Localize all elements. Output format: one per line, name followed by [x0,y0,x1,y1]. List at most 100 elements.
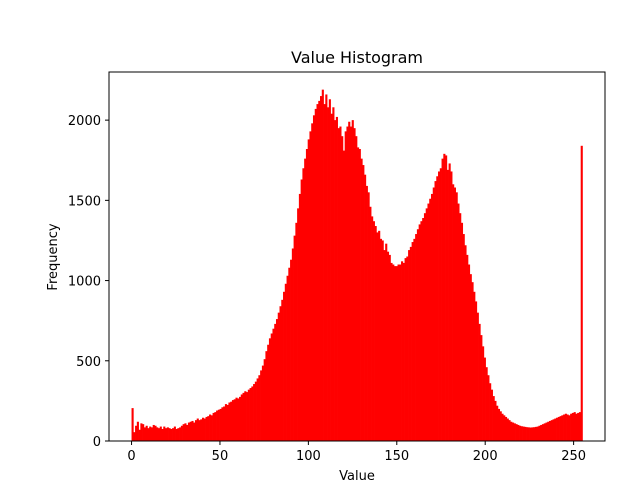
histogram-bar [357,147,360,441]
histogram-bar [344,131,347,441]
histogram-bars [131,89,583,442]
histogram-bar [136,421,139,441]
histogram-bar [536,426,539,441]
histogram-bar [541,424,545,441]
histogram-bar [399,264,402,441]
histogram-bar [554,418,557,441]
histogram-bar [261,365,264,441]
histogram-bar [466,254,469,441]
y-axis-ticks: 0 500 1000 1500 2000 [68,114,109,450]
histogram-bar [464,245,467,441]
histogram-bar [501,413,504,441]
histogram-bar [265,351,268,441]
histogram-bar [157,428,161,441]
histogram-bar [425,208,428,441]
histogram-bar [233,399,236,441]
histogram-bar [187,422,191,441]
histogram-bar [372,221,375,441]
histogram-bar [371,216,374,441]
y-axis-label: Frequency [46,223,61,290]
histogram-bar [237,398,240,441]
histogram-bar [446,169,449,441]
histogram-bar [212,412,215,441]
chart-title: Value Histogram [291,48,423,67]
histogram-bar [277,312,280,441]
histogram-bar [448,163,451,442]
histogram-bar [510,421,513,441]
histogram-bar [154,425,157,441]
histogram-bar [467,264,471,441]
histogram-bar [189,421,192,441]
histogram-bar [330,113,333,441]
histogram-bar [575,413,578,441]
histogram-bar [346,126,349,442]
histogram-bar [390,262,393,441]
histogram-bar [513,423,516,441]
histogram-bar [482,346,485,441]
histogram-bar [355,136,358,441]
histogram-bar [533,427,536,441]
histogram-bar [453,187,456,441]
histogram-bar [538,425,541,441]
histogram-bar [568,415,571,441]
histogram-bar [244,391,247,441]
histogram-bar [274,323,277,441]
histogram-bar [578,412,582,441]
histogram-bar [460,222,464,441]
histogram-bar [249,388,252,441]
histogram-bar [186,424,189,441]
histogram-bar [253,384,256,441]
histogram-bar [143,427,146,441]
histogram-bar [275,319,279,441]
histogram-bar [358,149,361,441]
histogram-bar [408,250,411,441]
histogram-bar [298,193,301,441]
histogram-bar [353,128,356,442]
histogram-bar [450,171,453,442]
histogram-bar [439,168,442,441]
histogram-bar [226,404,229,441]
histogram-bar [135,425,138,441]
histogram-bar [423,213,427,441]
histogram-bar [388,254,391,441]
histogram-bar [152,424,155,441]
histogram-bar [362,165,365,441]
histogram-bar [526,427,529,441]
histogram-bar [175,428,178,441]
histogram-bar [341,136,344,441]
histogram-bar [492,396,495,441]
histogram-bar [351,120,354,441]
histogram-bar [494,400,497,441]
histogram-bar [142,424,145,441]
histogram-bar [235,397,238,441]
histogram-bar [342,150,346,441]
histogram-bar [337,128,340,442]
histogram-bar [177,428,180,441]
histogram-bar [316,104,319,441]
histogram-bar [145,425,148,441]
histogram-bar [251,386,254,441]
histogram-bar [385,243,388,441]
histogram-bar [260,370,263,441]
histogram-bar [302,168,305,441]
histogram-bar [335,116,338,441]
histogram-bar [166,427,169,441]
histogram-bar [268,338,272,441]
histogram-bar [475,301,478,441]
x-tick-label: 200 [473,449,498,464]
histogram-bar [527,427,530,441]
histogram-bar [193,422,196,441]
histogram-bar [288,267,291,441]
histogram-bar [393,266,397,441]
histogram-bar [485,367,488,441]
histogram-bar [170,428,173,441]
histogram-bar [379,238,383,441]
histogram-bar [420,221,423,441]
histogram-bar [133,432,136,441]
histogram-bar [490,389,493,441]
histogram-bar [499,411,502,441]
histogram-bar [284,283,287,441]
histogram-bar [427,203,430,441]
histogram-bar [402,262,405,441]
histogram-bar [307,139,310,441]
